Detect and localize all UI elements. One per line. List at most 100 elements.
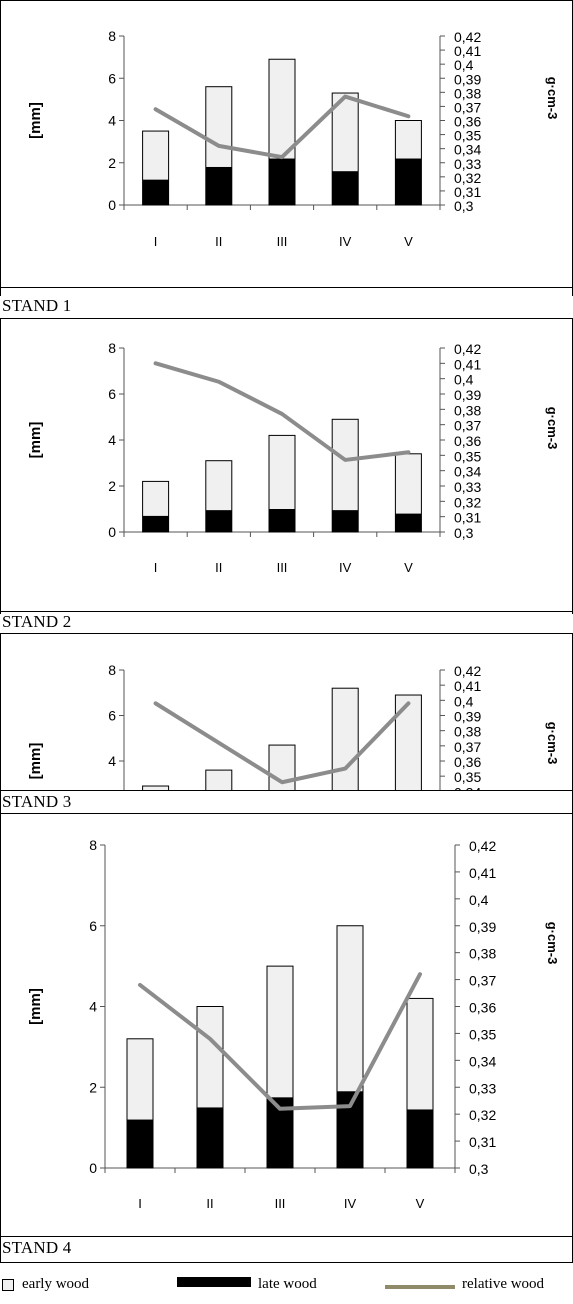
- early-wood-bar: [331, 687, 359, 790]
- right-tick-label: 0,33: [454, 156, 481, 172]
- left-tick-label: 6: [89, 918, 97, 934]
- early-wood-bar: [205, 769, 233, 790]
- right-tick-label: 0,36: [454, 114, 481, 130]
- right-tick-label: 0,32: [454, 170, 481, 186]
- early-wood-swatch: [2, 1279, 14, 1291]
- x-tick-label: V: [416, 1196, 425, 1211]
- stand3-label: STAND 3: [2, 792, 72, 811]
- right-tick-label: 0,39: [469, 919, 496, 935]
- legend: early wood late wood relative wood: [0, 1275, 573, 1299]
- late-wood-bar: [142, 515, 169, 532]
- right-tick-label: 0,41: [469, 865, 496, 881]
- late-wood-bar: [269, 509, 295, 532]
- late-wood-swatch: [177, 1277, 251, 1287]
- right-tick-label: 0,36: [454, 754, 481, 770]
- left-tick-label: 6: [108, 708, 116, 724]
- right-tick-label: 0,34: [454, 784, 481, 790]
- early-wood-bar: [142, 785, 170, 790]
- left-axis-title: [mm]: [27, 422, 44, 459]
- right-tick-label: 0,35: [454, 128, 481, 144]
- x-tick-label: IV: [344, 1196, 357, 1211]
- late-wood-bar: [395, 513, 422, 532]
- right-tick-label: 0,37: [469, 973, 496, 989]
- right-tick-label: 0,32: [454, 494, 481, 510]
- right-tick-label: 0,34: [454, 142, 481, 158]
- stand1-label: STAND 1: [2, 296, 72, 315]
- divider: [0, 611, 573, 612]
- late-wood-bar: [407, 1109, 433, 1168]
- left-tick-label: 2: [89, 1079, 97, 1095]
- right-tick-label: 0,32: [469, 1107, 496, 1123]
- right-tick-label: 0,38: [454, 402, 481, 418]
- stand1-chart: 0 2 4 6 8 0,30,310,320,330,340,350,360,370,38…: [27, 28, 560, 249]
- right-tick-label: 0,36: [454, 433, 481, 449]
- x-tick-label: V: [404, 234, 413, 249]
- right-tick-label: 0,37: [454, 418, 481, 434]
- left-tick-label: 2: [108, 155, 116, 171]
- divider: [0, 287, 573, 288]
- density-line-swatch: [385, 1285, 455, 1289]
- right-tick-label: 0,39: [454, 387, 481, 403]
- right-tick-label: 0,4: [454, 693, 474, 709]
- right-tick-label: 0,39: [454, 71, 481, 87]
- stand4-label: STAND 4: [2, 1238, 72, 1257]
- right-tick-label: 0,4: [454, 57, 474, 73]
- x-tick-label: IV: [339, 234, 352, 249]
- left-tick-label: 0: [108, 197, 116, 213]
- right-tick-label: 0,34: [454, 464, 481, 480]
- late-wood-bar: [127, 1119, 153, 1168]
- right-tick-label: 0,3: [469, 1161, 489, 1177]
- x-tick-label: IV: [339, 560, 352, 575]
- x-tick-label: I: [154, 234, 158, 249]
- stand4-chart: 0 2 4 6 8 0,3 0,31 0,32 0,33 0,34 0,35 0,36 0,37 0,38…: [27, 837, 560, 1211]
- left-tick-label: 6: [108, 70, 116, 86]
- left-tick-label: 4: [108, 113, 116, 129]
- right-axis-title: g·cm-3: [545, 407, 560, 450]
- right-tick-label: 0,33: [469, 1080, 496, 1096]
- left-tick-label: 4: [108, 432, 116, 448]
- left-tick-label: 8: [108, 662, 116, 678]
- legend-late-wood: late wood: [258, 1276, 317, 1292]
- right-tick-label: 0,41: [454, 678, 481, 694]
- x-tick-label: II: [215, 234, 222, 249]
- left-tick-label: 8: [108, 28, 116, 44]
- right-tick-label: 0,35: [454, 448, 481, 464]
- right-tick-label: 0,4: [454, 372, 474, 388]
- divider: [0, 1262, 573, 1263]
- right-tick-label: 0,34: [469, 1053, 496, 1069]
- right-tick-label: 0,38: [454, 724, 481, 740]
- x-tick-label: III: [275, 1196, 286, 1211]
- late-wood-bar: [142, 179, 169, 205]
- late-wood-bar: [332, 510, 359, 532]
- right-tick-label: 0,31: [469, 1134, 496, 1150]
- right-tick-label: 0,42: [454, 663, 481, 679]
- stand2-chart: 0 2 4 6 8 0,30,310,320,330,340,350,360,370,38…: [27, 340, 560, 575]
- right-tick-label: 0,36: [469, 1000, 496, 1016]
- left-axis-title: [mm]: [27, 102, 44, 139]
- x-tick-label: III: [277, 234, 288, 249]
- right-axis-title: g·cm-3: [545, 722, 560, 765]
- right-tick-label: 0,38: [454, 85, 481, 101]
- stand3-chart: 024680,30,310,320,330,340,350,360,370,38…: [27, 662, 560, 790]
- left-tick-label: 4: [108, 753, 116, 769]
- right-tick-label: 0,31: [454, 184, 481, 200]
- early-wood-bar: [394, 694, 422, 790]
- left-tick-label: 6: [108, 386, 116, 402]
- left-tick-label: 8: [89, 837, 97, 853]
- left-tick-label: 4: [89, 999, 97, 1015]
- right-tick-label: 0,35: [469, 1026, 496, 1042]
- right-tick-label: 0,38: [469, 946, 496, 962]
- divider: [0, 1236, 573, 1237]
- right-tick-label: 0,3: [454, 198, 474, 214]
- right-tick-label: 0,41: [454, 43, 481, 59]
- right-tick-label: 0,3: [454, 525, 474, 541]
- x-tick-label: I: [154, 560, 158, 575]
- x-tick-label: II: [206, 1196, 213, 1211]
- x-tick-label: I: [138, 1196, 142, 1211]
- late-wood-bar: [205, 166, 232, 205]
- right-axis-title: g·cm-3: [545, 77, 560, 120]
- stand2-label: STAND 2: [2, 612, 72, 631]
- x-tick-label: II: [215, 560, 222, 575]
- right-tick-label: 0,42: [469, 838, 496, 854]
- legend-early-wood: early wood: [22, 1276, 90, 1292]
